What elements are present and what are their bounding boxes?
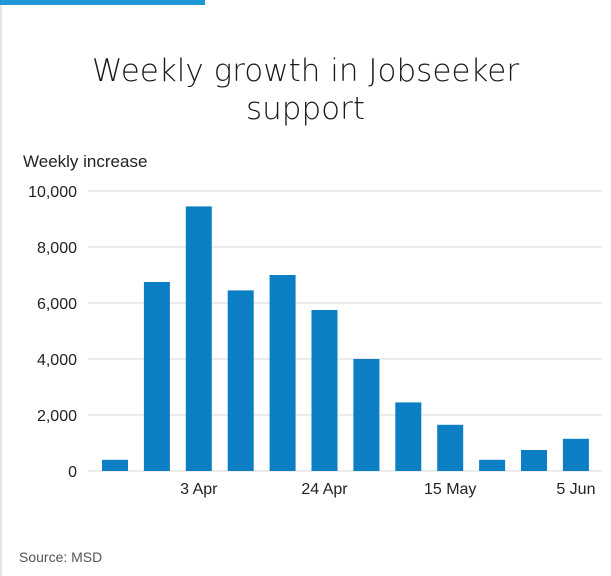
bar (185, 206, 212, 471)
bar (311, 310, 338, 471)
bar-chart: 0 2,000 4,000 6,000 8,000 10,000 3 Apr 24 Apr 15… (28, 184, 602, 498)
y-tick-label: 6,000 (37, 296, 77, 313)
x-tick-label: 15 May (424, 481, 476, 498)
y-axis-label: Weekly increase (23, 152, 148, 171)
bar (437, 424, 464, 471)
chart-title-line-1: Weekly growth in Jobseeker (91, 53, 520, 89)
y-tick-label: 10,000 (28, 184, 77, 201)
bar (521, 450, 547, 471)
bar (227, 290, 254, 471)
bar (102, 459, 128, 471)
bar (143, 282, 170, 471)
x-tick-label: 24 Apr (301, 481, 348, 498)
x-tick-label: 3 Apr (180, 481, 218, 498)
chart-title: Weekly growth in Jobseeker support (0, 52, 611, 128)
bar (395, 402, 422, 471)
bar (269, 275, 296, 471)
x-tick-label: 5 Jun (556, 481, 595, 498)
chart-title-line-2: support (245, 91, 366, 127)
y-tick-label: 4,000 (37, 352, 77, 369)
source-note: Source: MSD (19, 549, 103, 565)
bar (562, 438, 589, 471)
y-tick-label: 0 (68, 464, 77, 481)
bar (353, 359, 380, 471)
accent-bar (0, 0, 205, 5)
y-tick-label: 8,000 (37, 240, 77, 257)
left-border-rule (0, 0, 2, 576)
bar (479, 459, 506, 471)
y-tick-label: 2,000 (37, 408, 77, 425)
